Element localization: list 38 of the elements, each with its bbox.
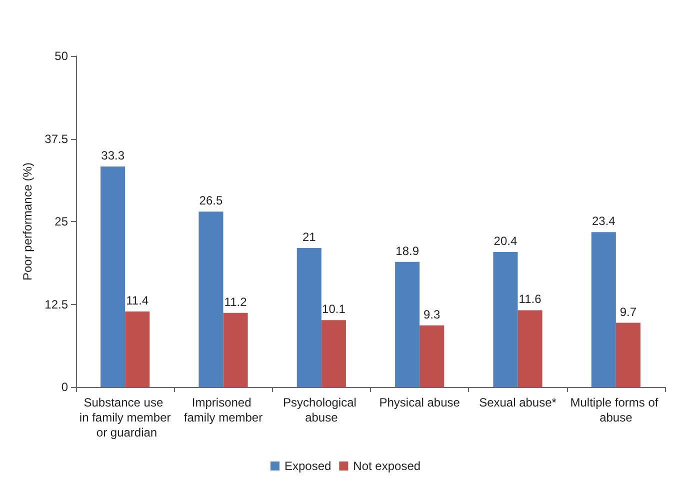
bar [395, 262, 420, 387]
bar [223, 312, 248, 387]
bar [616, 322, 640, 387]
data-label: 11.6 [518, 292, 542, 306]
bar [420, 325, 444, 387]
y-axis-title: Poor performance (%) [20, 162, 35, 281]
y-tick-label: 25 [54, 214, 68, 228]
x-tick-label: Psychological abuse [283, 396, 360, 424]
bar [125, 312, 150, 387]
y-tick-label: 12.5 [44, 297, 68, 312]
data-label: 18.9 [396, 244, 420, 258]
data-label: 11.4 [126, 294, 149, 308]
x-tick-label: Imprisoned family member [184, 396, 263, 424]
y-tick-label: 50 [54, 49, 68, 63]
data-label: 10.1 [322, 302, 346, 316]
bar [591, 232, 616, 387]
x-tick-label: Physical abuse [379, 396, 460, 410]
data-label: 11.2 [224, 294, 248, 309]
x-tick-label: Sexual abuse* [479, 396, 557, 410]
x-tick-label: Multiple forms of abuse [570, 396, 662, 424]
x-tick-label: Substance use in family member or guardian [79, 396, 171, 440]
data-label: 26.5 [199, 194, 223, 208]
data-label: 33.3 [101, 148, 125, 163]
data-label: 23.4 [592, 214, 616, 228]
bar [198, 212, 224, 387]
data-label: 9.7 [620, 304, 637, 319]
bar [321, 320, 346, 387]
legend-label: Exposed [284, 459, 332, 473]
bar [100, 166, 126, 387]
y-tick-label: 0 [61, 380, 68, 394]
bar [493, 252, 518, 387]
data-label: 9.3 [424, 307, 441, 322]
y-tick-label: 37.5 [44, 132, 68, 146]
data-label: 20.4 [494, 234, 518, 248]
bar [518, 310, 542, 387]
data-label: 21 [302, 230, 316, 244]
legend-label: Not exposed [353, 459, 421, 473]
bar [296, 248, 322, 387]
